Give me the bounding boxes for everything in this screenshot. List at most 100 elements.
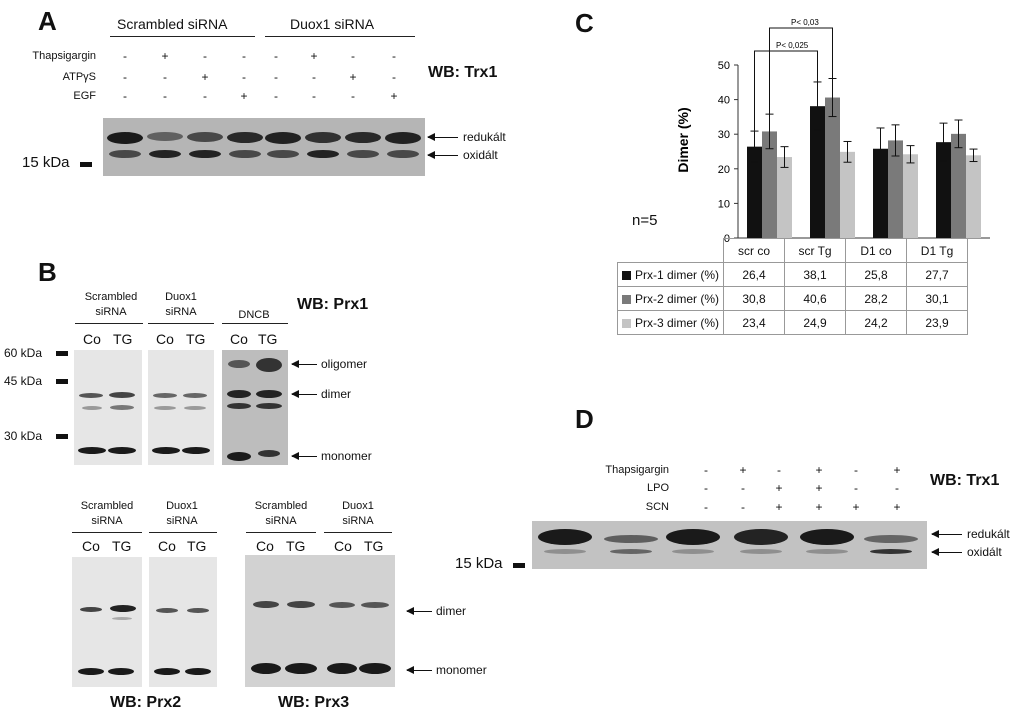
panel-d-row-label: LPO — [646, 482, 669, 494]
lane-co-1: Co — [83, 331, 101, 347]
chart-bar — [810, 106, 825, 238]
panel-b-wb-prx3: WB: Prx3 — [278, 694, 350, 711]
prx2-lane-tg-2: TG — [187, 538, 207, 554]
arrow-dimer-prx3 — [406, 607, 432, 615]
panel-a-blot — [103, 118, 425, 176]
marker-30kda-bar — [56, 434, 68, 439]
prx3-group-duox1-line2: siRNA — [342, 515, 374, 527]
panel-d-oxidized-band — [740, 549, 782, 554]
chart-y-tick-label: 40 — [718, 95, 730, 107]
arrow-monomer-prx3 — [406, 666, 432, 674]
panel-d-reduced-band — [734, 529, 788, 545]
panel-d-sign: + — [852, 500, 860, 514]
chart-bar — [873, 148, 888, 238]
panel-b-letter: B — [38, 257, 57, 287]
prx2-blot-scrambled — [72, 557, 142, 687]
panel-d-sign: + — [775, 481, 783, 495]
table-header-row: scr co scr Tg D1 co D1 Tg — [618, 238, 969, 263]
panel-a-sign: - — [203, 49, 207, 63]
panel-d-arrow-oxidized — [931, 548, 962, 556]
panel-d-oxidized-band — [870, 549, 912, 554]
panel-d-sign: + — [815, 481, 823, 495]
cell-prx3-scr-co: 23,4 — [723, 310, 786, 335]
chart-y-tick-label: 20 — [718, 164, 730, 176]
panel-a-sign: - — [242, 70, 246, 84]
panel-a-sign: + — [240, 89, 248, 103]
p-value-2: P< 0,025 — [776, 41, 809, 50]
legend-prx2: Prx-2 dimer (%) — [635, 291, 720, 306]
panel-d-sign: - — [704, 463, 708, 477]
panel-a-sign: + — [349, 70, 357, 84]
panel-a-reduced-band — [227, 132, 263, 144]
panel-a-sign: - — [274, 49, 278, 63]
panel-a-sign: - — [351, 49, 355, 63]
panel-d-reduced-band — [604, 535, 658, 543]
panel-d-sign: + — [739, 463, 747, 477]
panel-a-reduced-band — [147, 132, 183, 142]
panel-b-group-duox1-line2: siRNA — [165, 306, 197, 318]
legend-swatch-prx1 — [622, 270, 631, 280]
lane-tg-3: TG — [258, 331, 278, 347]
cell-prx3-d1-tg: 23,9 — [906, 310, 969, 335]
panel-a-oxidized-band — [229, 150, 261, 158]
marker-45kda-bar — [56, 379, 68, 384]
chart-bar — [903, 154, 918, 238]
legend-swatch-prx3 — [622, 318, 631, 328]
panel-d-reduced-band — [666, 529, 720, 545]
prx3-group-scrambled-line2: siRNA — [265, 515, 297, 527]
panel-a-row-label: EGF — [73, 90, 96, 102]
lane-co-2: Co — [156, 331, 174, 347]
panel-a-kda-label: 15 kDa — [22, 154, 70, 171]
panel-d-kda-label: 15 kDa — [455, 555, 503, 572]
cell-prx2-scr-co: 30,8 — [723, 286, 786, 311]
table-header-d1-co: D1 co — [845, 238, 908, 263]
label-dimer-prx3: dimer — [436, 604, 467, 618]
chart-bar — [951, 133, 966, 238]
prx3-group-scrambled-line1: Scrambled — [254, 500, 308, 512]
prx2-lane-tg-1: TG — [112, 538, 132, 554]
panel-a-sign: - — [242, 49, 246, 63]
panel-a-reduced-band — [305, 132, 341, 144]
panel-d-sign: - — [741, 481, 745, 495]
panel-d-arrow-reduced — [931, 530, 962, 538]
panel-a-sign: - — [392, 70, 396, 84]
chart-bar — [825, 97, 840, 238]
panel-d-reduced-band — [864, 535, 918, 543]
panel-a-group-duox1: Duox1 siRNA — [290, 16, 375, 32]
prx1-blot-scrambled — [74, 350, 142, 465]
legend-prx1: Prx-1 dimer (%) — [635, 267, 720, 282]
panel-a-sign: - — [203, 89, 207, 103]
arrow-monomer-prx1 — [291, 452, 317, 460]
panel-a-sign: - — [123, 89, 127, 103]
panel-b-wb-prx2: WB: Prx2 — [110, 694, 182, 711]
table-header-d1-tg: D1 Tg — [906, 238, 969, 263]
panel-a-label-reduced: redukált — [463, 130, 506, 144]
panel-a-arrow-oxidized — [427, 151, 458, 159]
panel-a-sign: - — [392, 49, 396, 63]
p-value-1: P< 0,03 — [791, 18, 819, 27]
panel-a-label-oxidized: oxidált — [463, 148, 498, 162]
panel-d-kda-marker — [513, 563, 525, 568]
panel-d-sign: + — [893, 463, 901, 477]
prx3-lane-tg-2: TG — [364, 538, 384, 554]
prx2-blot-duox1 — [149, 557, 217, 687]
panel-a-sign: + — [161, 49, 169, 63]
panel-a-oxidized-band — [347, 150, 379, 158]
lane-co-3: Co — [230, 331, 248, 347]
panel-a-sign: - — [123, 70, 127, 84]
table-row-prx1: Prx-1 dimer (%) 26,4 38,1 25,8 27,7 — [616, 262, 969, 287]
panel-a-arrow-reduced — [427, 133, 458, 141]
panel-a-letter: A — [38, 6, 57, 36]
panel-a-reduced-band — [187, 132, 223, 143]
panel-d-oxidized-band — [610, 549, 652, 554]
panel-d-label-reduced: redukált — [967, 527, 1010, 541]
panel-b-group-scrambled-line1: Scrambled — [84, 291, 138, 303]
panel-b-wb-prx1: WB: Prx1 — [297, 296, 369, 313]
label-monomer-prx3: monomer — [436, 663, 487, 677]
prx2-group-duox1-line1: Duox1 — [166, 500, 198, 512]
chart-bar — [762, 131, 777, 238]
panel-a-oxidized-band — [189, 150, 221, 158]
chart-y-tick-label: 30 — [718, 129, 730, 141]
cell-prx2-d1-tg: 30,1 — [906, 286, 969, 311]
